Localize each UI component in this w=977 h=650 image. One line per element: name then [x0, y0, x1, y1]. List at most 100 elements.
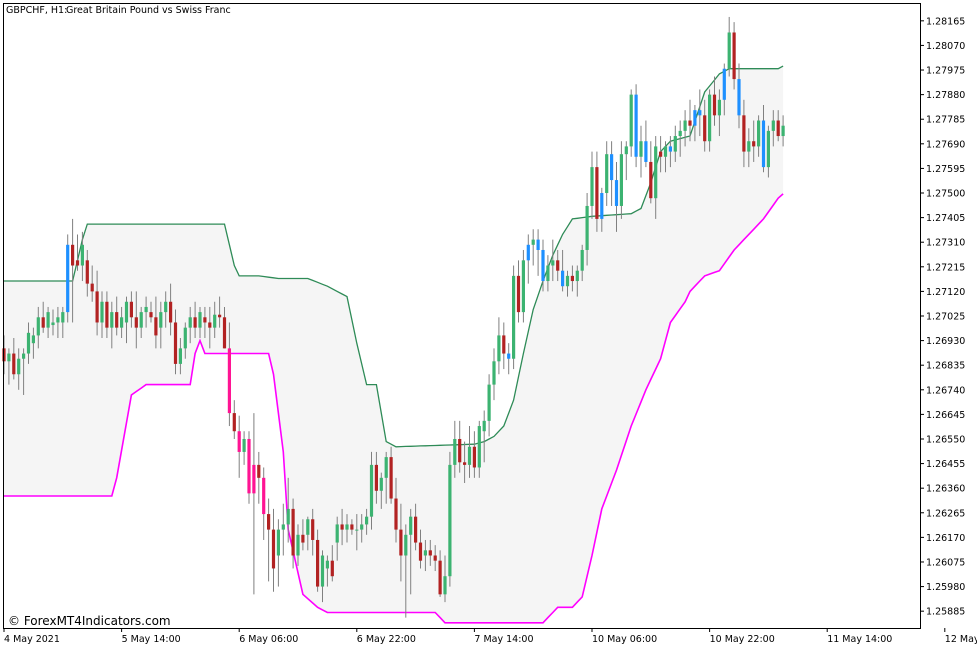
candle: [428, 539, 432, 566]
candle: [634, 84, 638, 168]
candle: [213, 301, 217, 339]
candle-body: [761, 120, 766, 168]
candle-body: [404, 534, 408, 556]
candle-body: [193, 317, 197, 328]
candle: [526, 234, 530, 284]
candle-body: [551, 260, 555, 266]
candle-body: [124, 301, 129, 323]
candle: [134, 291, 138, 349]
candle: [590, 151, 594, 219]
x-tick-label: 4 May 2021: [4, 634, 60, 645]
x-tick-label: 12 May 06:00: [945, 634, 977, 645]
candle-body: [732, 32, 736, 80]
candle-body: [605, 154, 609, 194]
candle-body: [654, 146, 658, 199]
candle-body: [134, 317, 138, 328]
candle-body: [477, 426, 481, 468]
candle: [742, 99, 746, 168]
candle-body: [320, 555, 325, 587]
candle: [325, 555, 329, 587]
candle: [678, 120, 682, 157]
candle-body: [414, 516, 418, 543]
candle: [477, 420, 481, 478]
candle-body: [502, 335, 506, 354]
candle: [556, 249, 560, 282]
candle: [257, 451, 261, 504]
candle: [668, 136, 672, 168]
lower-band-line: [4, 193, 784, 624]
candle-body: [570, 275, 574, 282]
candle: [492, 348, 496, 401]
candle-body: [399, 529, 403, 556]
candle: [570, 265, 574, 292]
candle-body: [218, 314, 222, 318]
candle: [467, 426, 472, 478]
candle: [71, 218, 75, 323]
y-tick-label: 1.26645: [926, 410, 965, 421]
y-tick-label: 1.27025: [926, 312, 965, 323]
candle: [399, 503, 403, 582]
candle: [516, 260, 521, 323]
candle: [595, 151, 599, 232]
x-tick-label: 10 May 06:00: [592, 634, 657, 645]
candle-body: [703, 115, 707, 142]
candle-body: [438, 560, 442, 595]
candle-body: [22, 353, 26, 359]
y-tick-label: 1.27785: [926, 115, 965, 126]
candle: [698, 89, 702, 137]
candle: [56, 306, 60, 339]
candle-body: [90, 283, 94, 292]
candle-body: [369, 464, 374, 517]
candle: [340, 508, 344, 546]
candle: [673, 125, 677, 162]
candle-body: [727, 32, 731, 69]
candle: [320, 550, 325, 603]
candle: [22, 348, 26, 395]
candle: [722, 63, 726, 116]
y-tick-label: 1.27500: [926, 189, 965, 200]
candle: [438, 550, 442, 597]
candle: [350, 519, 354, 535]
candle: [482, 410, 486, 463]
candle: [159, 301, 163, 349]
candle-body: [66, 244, 70, 313]
candle-body: [693, 110, 697, 126]
candle-body: [472, 446, 476, 468]
candle: [384, 451, 388, 504]
candle: [149, 301, 153, 323]
candle: [389, 446, 393, 504]
candle-body: [639, 141, 643, 157]
candle-body: [335, 524, 339, 543]
candle: [654, 136, 658, 219]
candle-body: [659, 151, 663, 157]
candle: [237, 415, 241, 478]
candle-body: [766, 130, 770, 168]
candle: [17, 348, 21, 390]
y-tick-label: 1.27595: [926, 164, 965, 175]
candle: [448, 451, 452, 587]
candle-body: [237, 431, 241, 452]
candle: [443, 555, 447, 603]
candle-body: [159, 312, 163, 328]
candle: [90, 265, 94, 302]
candle: [51, 309, 55, 336]
candle-body: [546, 265, 550, 282]
candle-body: [330, 560, 334, 577]
candle: [717, 89, 721, 137]
candle: [296, 524, 300, 566]
candle: [771, 110, 775, 147]
candle-body: [242, 438, 246, 452]
candle: [95, 270, 99, 336]
candle-body: [12, 353, 16, 375]
candle: [183, 322, 187, 359]
candle-body: [71, 244, 75, 266]
candle: [66, 234, 70, 323]
candle-body: [247, 438, 251, 494]
candle-body: [188, 317, 192, 328]
candle: [639, 125, 643, 178]
candle: [776, 110, 780, 142]
candle: [252, 413, 256, 595]
candle: [610, 141, 614, 206]
candle: [507, 343, 511, 375]
candle-body: [463, 462, 467, 465]
